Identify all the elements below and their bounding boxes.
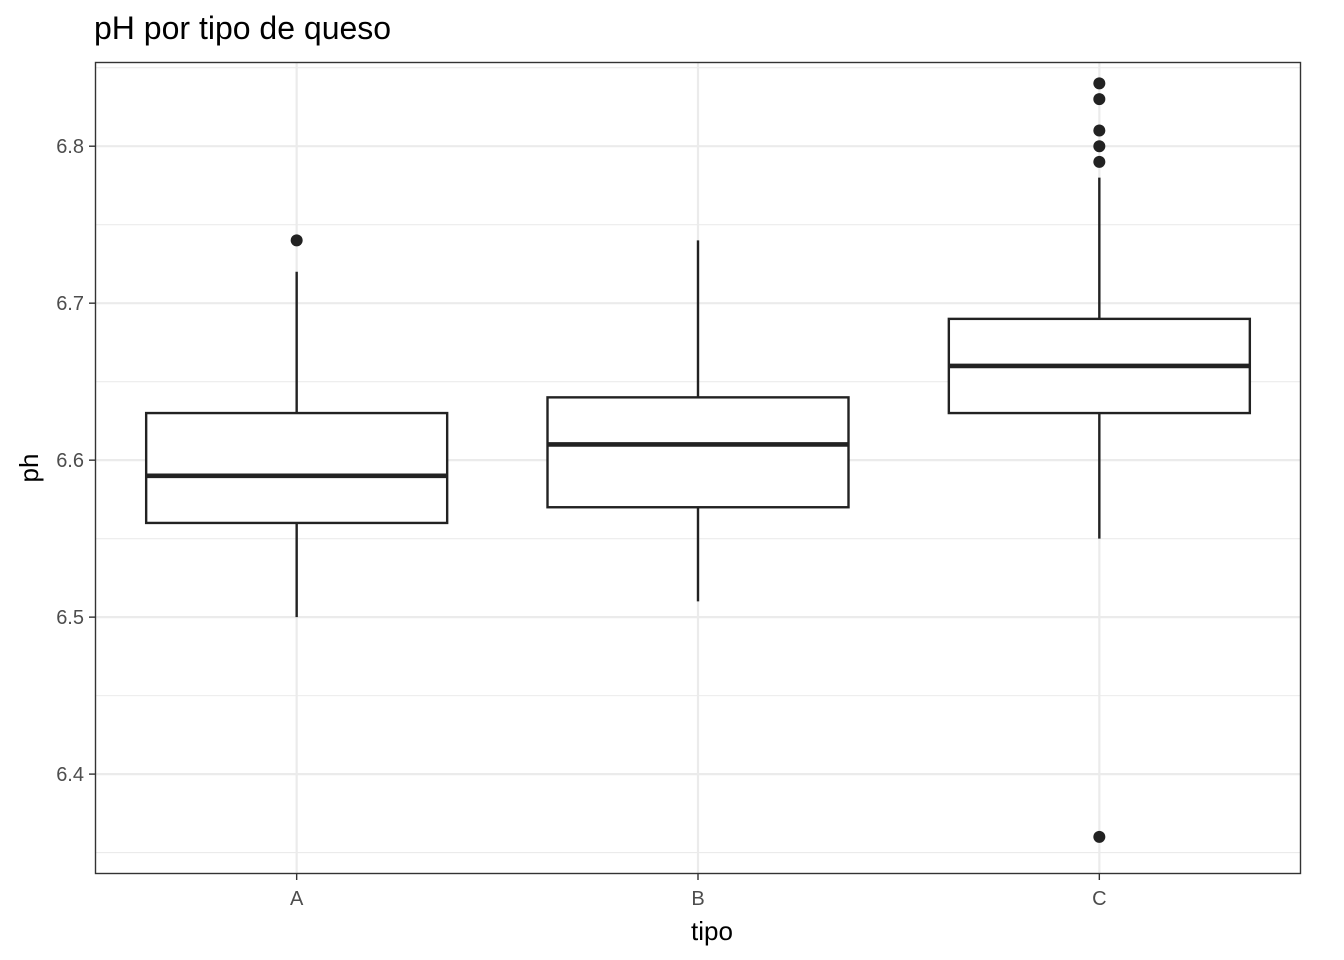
y-tick-label: 6.8 [56,136,84,158]
x-axis: A B C [290,873,1107,910]
outlier-point [1093,93,1106,106]
box-B [546,240,850,602]
outlier-point [1093,77,1106,90]
box-A [144,234,449,618]
y-tick-label: 6.4 [56,764,84,786]
y-tick-label: 6.6 [56,450,84,472]
x-tick-label: C [1092,888,1106,910]
y-tick-label: 6.7 [56,293,84,315]
outlier-point [1093,140,1106,153]
y-tick-label: 6.5 [56,607,84,629]
box-series [144,77,1252,843]
box-iqr [144,411,449,525]
x-axis-title: tipo [691,916,733,946]
chart-title: pH por tipo de queso [94,10,391,46]
box-iqr [546,396,850,509]
outlier-point [1093,830,1106,843]
outlier-point [1093,155,1106,168]
y-axis: 6.4 6.5 6.6 6.7 6.8 [56,136,96,786]
box-C [947,77,1252,843]
y-axis-title: ph [14,454,44,483]
outlier-point [290,234,303,247]
x-tick-label: A [290,888,304,910]
x-tick-label: B [691,888,704,910]
outlier-point [1093,124,1106,137]
